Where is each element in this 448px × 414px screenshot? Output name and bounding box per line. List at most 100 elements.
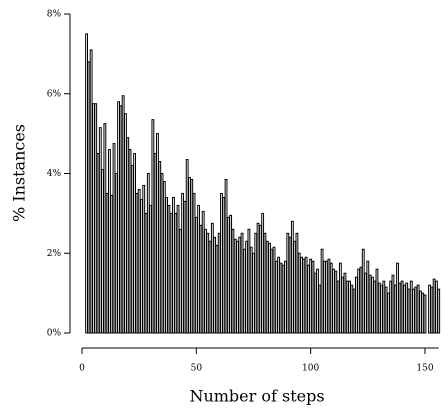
bar — [432, 278, 436, 334]
y-tick-label: 2% — [47, 249, 62, 259]
bar — [213, 236, 217, 334]
bar — [316, 268, 319, 334]
bar — [325, 260, 329, 334]
bar — [336, 280, 340, 334]
bar — [418, 290, 422, 334]
bar — [156, 133, 159, 334]
bar — [343, 272, 347, 334]
bar — [110, 194, 114, 334]
bar — [421, 292, 425, 334]
bar — [183, 200, 187, 334]
bar — [128, 149, 132, 334]
x-tick-label: 50 — [191, 364, 203, 374]
bar — [345, 280, 349, 334]
bar — [389, 280, 393, 334]
bar — [423, 294, 427, 334]
bar — [169, 212, 173, 334]
bar — [185, 159, 189, 334]
bar — [327, 258, 331, 334]
bar — [188, 176, 191, 334]
bar — [103, 123, 107, 334]
bar — [245, 240, 249, 334]
bar — [320, 248, 324, 334]
bar — [181, 192, 185, 334]
bar — [85, 33, 88, 334]
bar — [304, 256, 308, 334]
bar — [114, 173, 118, 334]
bar — [142, 184, 146, 334]
bar — [105, 192, 109, 334]
bar — [236, 240, 239, 334]
bar — [430, 286, 434, 334]
bar — [350, 284, 354, 334]
bar — [149, 204, 153, 334]
bar — [92, 103, 95, 334]
bar — [370, 276, 374, 334]
bar — [329, 262, 333, 334]
bar — [119, 105, 123, 334]
bar — [254, 232, 258, 334]
bar — [176, 204, 180, 334]
bar — [293, 240, 297, 334]
bar — [277, 256, 281, 334]
bar — [428, 284, 431, 334]
bar — [338, 262, 342, 334]
bar — [226, 216, 230, 334]
bar — [194, 216, 198, 334]
x-tick-label: 150 — [416, 364, 433, 374]
bar — [240, 232, 244, 334]
bar — [284, 260, 287, 334]
bar — [153, 153, 157, 334]
bar — [286, 232, 290, 334]
bar — [220, 192, 223, 334]
bar — [382, 280, 386, 334]
bar — [249, 246, 253, 334]
bar — [295, 232, 299, 334]
bar — [386, 292, 390, 334]
bar — [364, 272, 367, 334]
bar — [124, 113, 127, 334]
bar — [242, 248, 246, 334]
y-tick-label: 8% — [47, 10, 62, 20]
bar — [414, 286, 418, 334]
bar — [297, 252, 301, 334]
bar — [199, 224, 203, 334]
bar — [158, 161, 162, 334]
bar — [361, 248, 365, 334]
bar — [380, 284, 383, 334]
bar — [309, 258, 313, 334]
bar — [231, 228, 235, 334]
bar — [332, 268, 335, 334]
bar — [348, 280, 351, 334]
bar — [359, 266, 363, 334]
bar — [341, 276, 345, 334]
bar — [146, 173, 150, 334]
bar — [270, 248, 274, 334]
bar — [311, 260, 315, 334]
bar — [352, 288, 356, 334]
bar — [252, 252, 255, 334]
bar — [98, 127, 102, 334]
bar — [140, 198, 143, 334]
bar — [368, 274, 372, 334]
bar — [437, 288, 441, 334]
bar — [400, 280, 404, 334]
bar — [318, 284, 322, 334]
bar — [222, 196, 226, 334]
bar — [178, 228, 182, 334]
bar — [144, 212, 148, 334]
bar — [108, 149, 111, 334]
bar — [151, 119, 155, 334]
bar — [377, 282, 381, 334]
bar — [281, 264, 285, 334]
y-tick-label: 6% — [47, 89, 62, 99]
bar — [162, 180, 166, 334]
bar — [172, 196, 175, 334]
bar — [133, 153, 137, 334]
bar — [130, 165, 134, 334]
bar — [258, 224, 262, 334]
bar — [190, 178, 194, 334]
bar — [174, 212, 178, 334]
bar — [313, 272, 317, 334]
bar — [256, 222, 260, 334]
